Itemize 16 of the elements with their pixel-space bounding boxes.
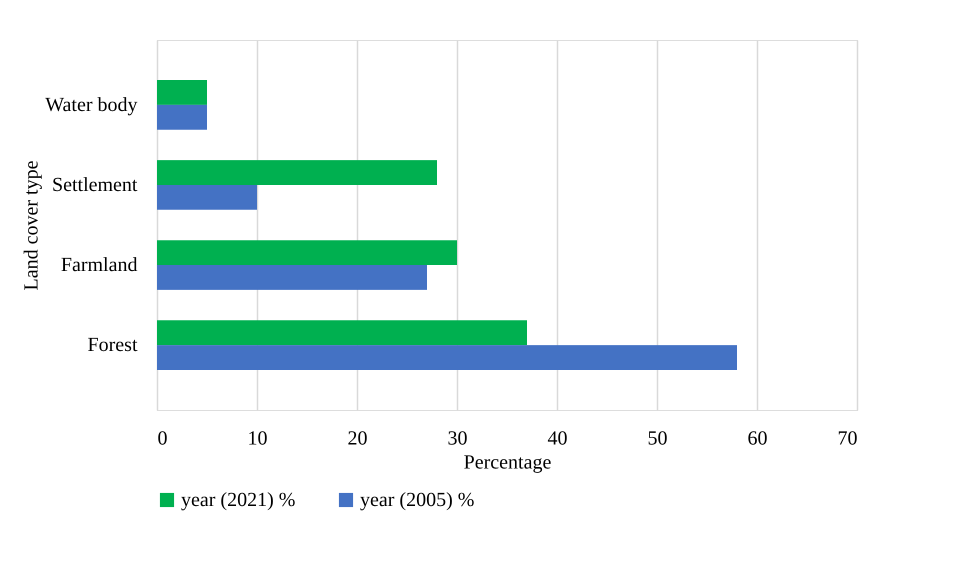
x-tick-label: 40 <box>548 428 568 450</box>
y-tick-label: Forest <box>88 334 138 356</box>
x-tick-label: 30 <box>448 428 468 450</box>
x-tick-label: 0 <box>158 428 168 450</box>
y-tick-label: Settlement <box>52 174 138 196</box>
x-tick-label: 60 <box>748 428 768 450</box>
y-tick-label: Water body <box>45 94 138 116</box>
x-tick-label: 70 <box>838 428 858 450</box>
x-tick-label: 20 <box>348 428 368 450</box>
x-tick-label: 10 <box>248 428 268 450</box>
x-axis-title: Percentage <box>464 452 552 474</box>
y-tick-label: Farmland <box>60 254 138 276</box>
x-tick-label: 50 <box>648 428 668 450</box>
legend-label: year (2005) % <box>360 489 474 511</box>
y-axis-title: Land cover type <box>20 160 42 290</box>
legend-label: year (2021) % <box>181 489 296 511</box>
